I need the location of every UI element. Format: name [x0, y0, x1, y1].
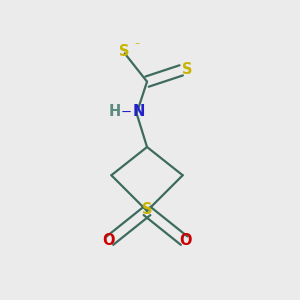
Text: O: O: [179, 233, 192, 248]
Text: −: −: [121, 106, 132, 118]
Text: O: O: [102, 233, 115, 248]
Text: S: S: [142, 202, 152, 217]
Text: N: N: [133, 104, 145, 119]
Text: S: S: [119, 44, 130, 59]
Text: S: S: [182, 62, 193, 77]
Text: ⁻: ⁻: [135, 41, 140, 51]
Text: H: H: [108, 104, 121, 119]
